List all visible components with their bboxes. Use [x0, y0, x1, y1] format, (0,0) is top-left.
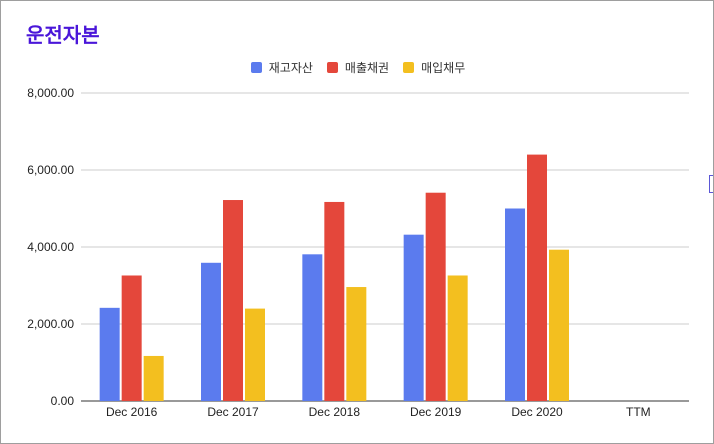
bar-receivables	[527, 154, 547, 401]
x-tick-label: Dec 2019	[410, 405, 462, 419]
bar-inventory	[99, 307, 120, 401]
bar-payables	[447, 275, 468, 401]
bar-receivables	[121, 275, 142, 401]
legend-label-inventory: 재고자산	[268, 61, 313, 75]
bar-receivables	[425, 192, 446, 401]
chart-title: 운전자본	[26, 23, 100, 47]
x-tick-label: TTM	[626, 405, 651, 419]
bar-inventory	[505, 208, 525, 401]
y-tick-label: 6,000.00	[27, 163, 74, 177]
legend-item-inventory[interactable]: 재고자산	[250, 59, 313, 76]
legend-item-receivables[interactable]: 매출채권	[326, 59, 390, 76]
x-tick-label: Dec 2016	[106, 405, 158, 419]
bar-inventory	[302, 254, 323, 401]
legend-swatch-inventory	[250, 62, 262, 73]
bar-payables	[143, 355, 164, 401]
legend-swatch-payables	[403, 62, 415, 73]
legend-label-payables: 매입채무	[421, 61, 466, 75]
y-tick-label: 0.00	[51, 394, 75, 408]
x-tick-label: Dec 2020	[511, 405, 563, 419]
y-tick-label: 8,000.00	[27, 86, 74, 100]
x-tick-label: Dec 2017	[207, 405, 259, 419]
legend-item-payables[interactable]: 매입채무	[403, 59, 465, 76]
bar-payables	[245, 308, 265, 401]
legend-label-receivables: 매출채권	[344, 61, 390, 75]
bar-receivables	[223, 200, 243, 401]
bar-receivables	[324, 201, 345, 401]
y-tick-label: 2,000.00	[27, 317, 74, 331]
x-tick-label: Dec 2018	[309, 405, 361, 419]
bar-inventory	[403, 234, 424, 401]
cell-selection-edge	[709, 175, 713, 193]
bar-payables	[549, 249, 569, 401]
chart-legend: 재고자산 매출채권 매입채무	[1, 59, 714, 76]
bar-inventory	[201, 262, 221, 401]
y-tick-label: 4,000.00	[27, 240, 74, 254]
bar-payables	[346, 287, 367, 401]
legend-swatch-receivables	[326, 62, 338, 73]
